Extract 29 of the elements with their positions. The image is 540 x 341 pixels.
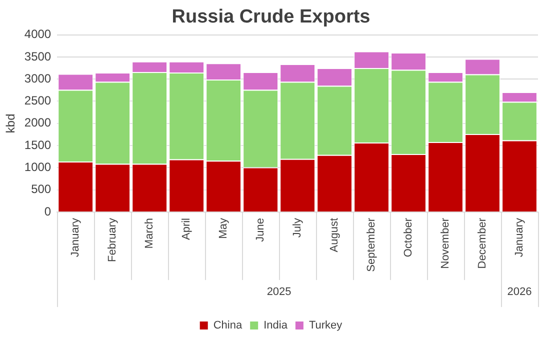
legend-label: Turkey bbox=[308, 320, 343, 332]
x-tick-label: June bbox=[254, 218, 267, 242]
text: 2026 bbox=[507, 286, 532, 298]
legend-label: India bbox=[264, 320, 288, 332]
x-tick-label: December bbox=[476, 218, 489, 269]
y-tick-label: 1000 bbox=[24, 160, 52, 174]
x-tick-label: September bbox=[366, 218, 378, 272]
y-tick-label: 500 bbox=[31, 182, 52, 196]
x-tick-label: November bbox=[440, 218, 452, 269]
y-tick-label: 1500 bbox=[24, 138, 52, 152]
y-tick-label: 2500 bbox=[24, 94, 52, 108]
x-tick-label: July bbox=[292, 218, 304, 238]
chart-title: Russia Crude Exports bbox=[172, 6, 370, 28]
x-tick-label: August bbox=[328, 218, 341, 252]
y-tick-label: 3500 bbox=[24, 49, 52, 64]
x-tick-label: April bbox=[180, 218, 193, 240]
y-tick-label: 2000 bbox=[24, 116, 52, 130]
y-axis-title: kbd bbox=[4, 114, 18, 134]
x-tick-label: January bbox=[514, 218, 526, 258]
y-tick-label: 0 bbox=[44, 204, 52, 218]
x-tick-label: October bbox=[402, 218, 415, 258]
text: 2025 bbox=[266, 286, 292, 298]
y-tick-label: 4000 bbox=[24, 27, 52, 42]
y-tick-label: 3000 bbox=[24, 71, 52, 86]
x-tick-label: March bbox=[144, 218, 156, 249]
legend-label: China bbox=[213, 320, 243, 332]
x-tick-label: May bbox=[218, 218, 230, 239]
x-tick-label: January bbox=[70, 218, 82, 258]
x-tick-label: February bbox=[106, 218, 119, 262]
